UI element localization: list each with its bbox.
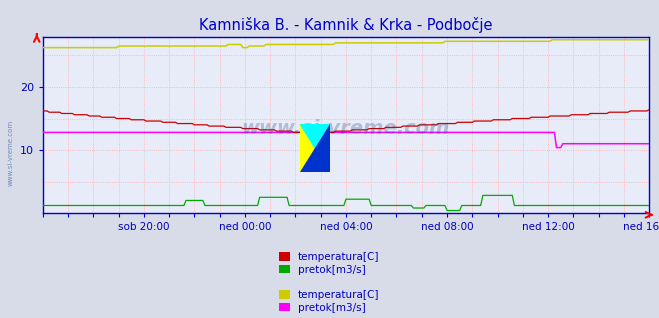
Polygon shape xyxy=(300,124,330,172)
Text: www.si-vreme.com: www.si-vreme.com xyxy=(8,120,14,186)
Title: Kamniška B. - Kamnik & Krka - Podbočje: Kamniška B. - Kamnik & Krka - Podbočje xyxy=(199,17,493,33)
Legend: temperatura[C], pretok[m3/s]: temperatura[C], pretok[m3/s] xyxy=(279,290,380,313)
Polygon shape xyxy=(300,124,330,172)
Text: www.si-vreme.com: www.si-vreme.com xyxy=(242,119,450,138)
Legend: temperatura[C], pretok[m3/s]: temperatura[C], pretok[m3/s] xyxy=(279,252,380,275)
